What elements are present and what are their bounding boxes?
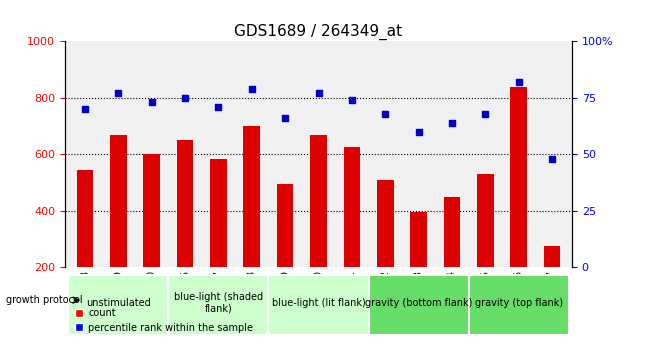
Point: [346, 97, 357, 103]
Bar: [310, 135, 327, 267]
Title: GDS1689 / 264349_at: GDS1689 / 264349_at: [235, 24, 402, 40]
Point: [113, 91, 124, 96]
Text: blue-light (lit flank): blue-light (lit flank): [272, 298, 365, 308]
Text: growth protocol: growth protocol: [6, 295, 83, 305]
Bar: [410, 213, 427, 267]
Bar: [277, 184, 294, 267]
FancyBboxPatch shape: [369, 275, 469, 335]
Point: [514, 79, 524, 85]
Point: [413, 129, 424, 135]
Bar: [343, 147, 360, 267]
Legend: count, percentile rank within the sample: count, percentile rank within the sample: [70, 304, 257, 337]
Point: [80, 107, 90, 112]
Point: [280, 116, 291, 121]
FancyBboxPatch shape: [268, 275, 369, 335]
Point: [246, 86, 257, 92]
Bar: [210, 159, 227, 267]
Text: gravity (top flank): gravity (top flank): [474, 298, 563, 308]
Point: [380, 111, 391, 117]
Bar: [477, 174, 493, 267]
Point: [447, 120, 457, 126]
Text: unstimulated: unstimulated: [86, 298, 151, 308]
Bar: [144, 155, 160, 267]
Bar: [377, 180, 393, 267]
FancyBboxPatch shape: [469, 275, 569, 335]
Point: [213, 104, 224, 110]
Bar: [110, 135, 127, 267]
Point: [480, 111, 491, 117]
Point: [180, 95, 190, 101]
Bar: [244, 126, 260, 267]
Bar: [77, 170, 94, 267]
FancyBboxPatch shape: [68, 275, 168, 335]
Bar: [177, 140, 194, 267]
FancyBboxPatch shape: [168, 275, 268, 335]
Text: blue-light (shaded
flank): blue-light (shaded flank): [174, 292, 263, 314]
Point: [313, 91, 324, 96]
Bar: [543, 246, 560, 267]
Bar: [510, 87, 527, 267]
Bar: [443, 197, 460, 267]
Point: [547, 156, 557, 162]
Text: gravity (bottom flank): gravity (bottom flank): [365, 298, 473, 308]
Point: [146, 100, 157, 105]
